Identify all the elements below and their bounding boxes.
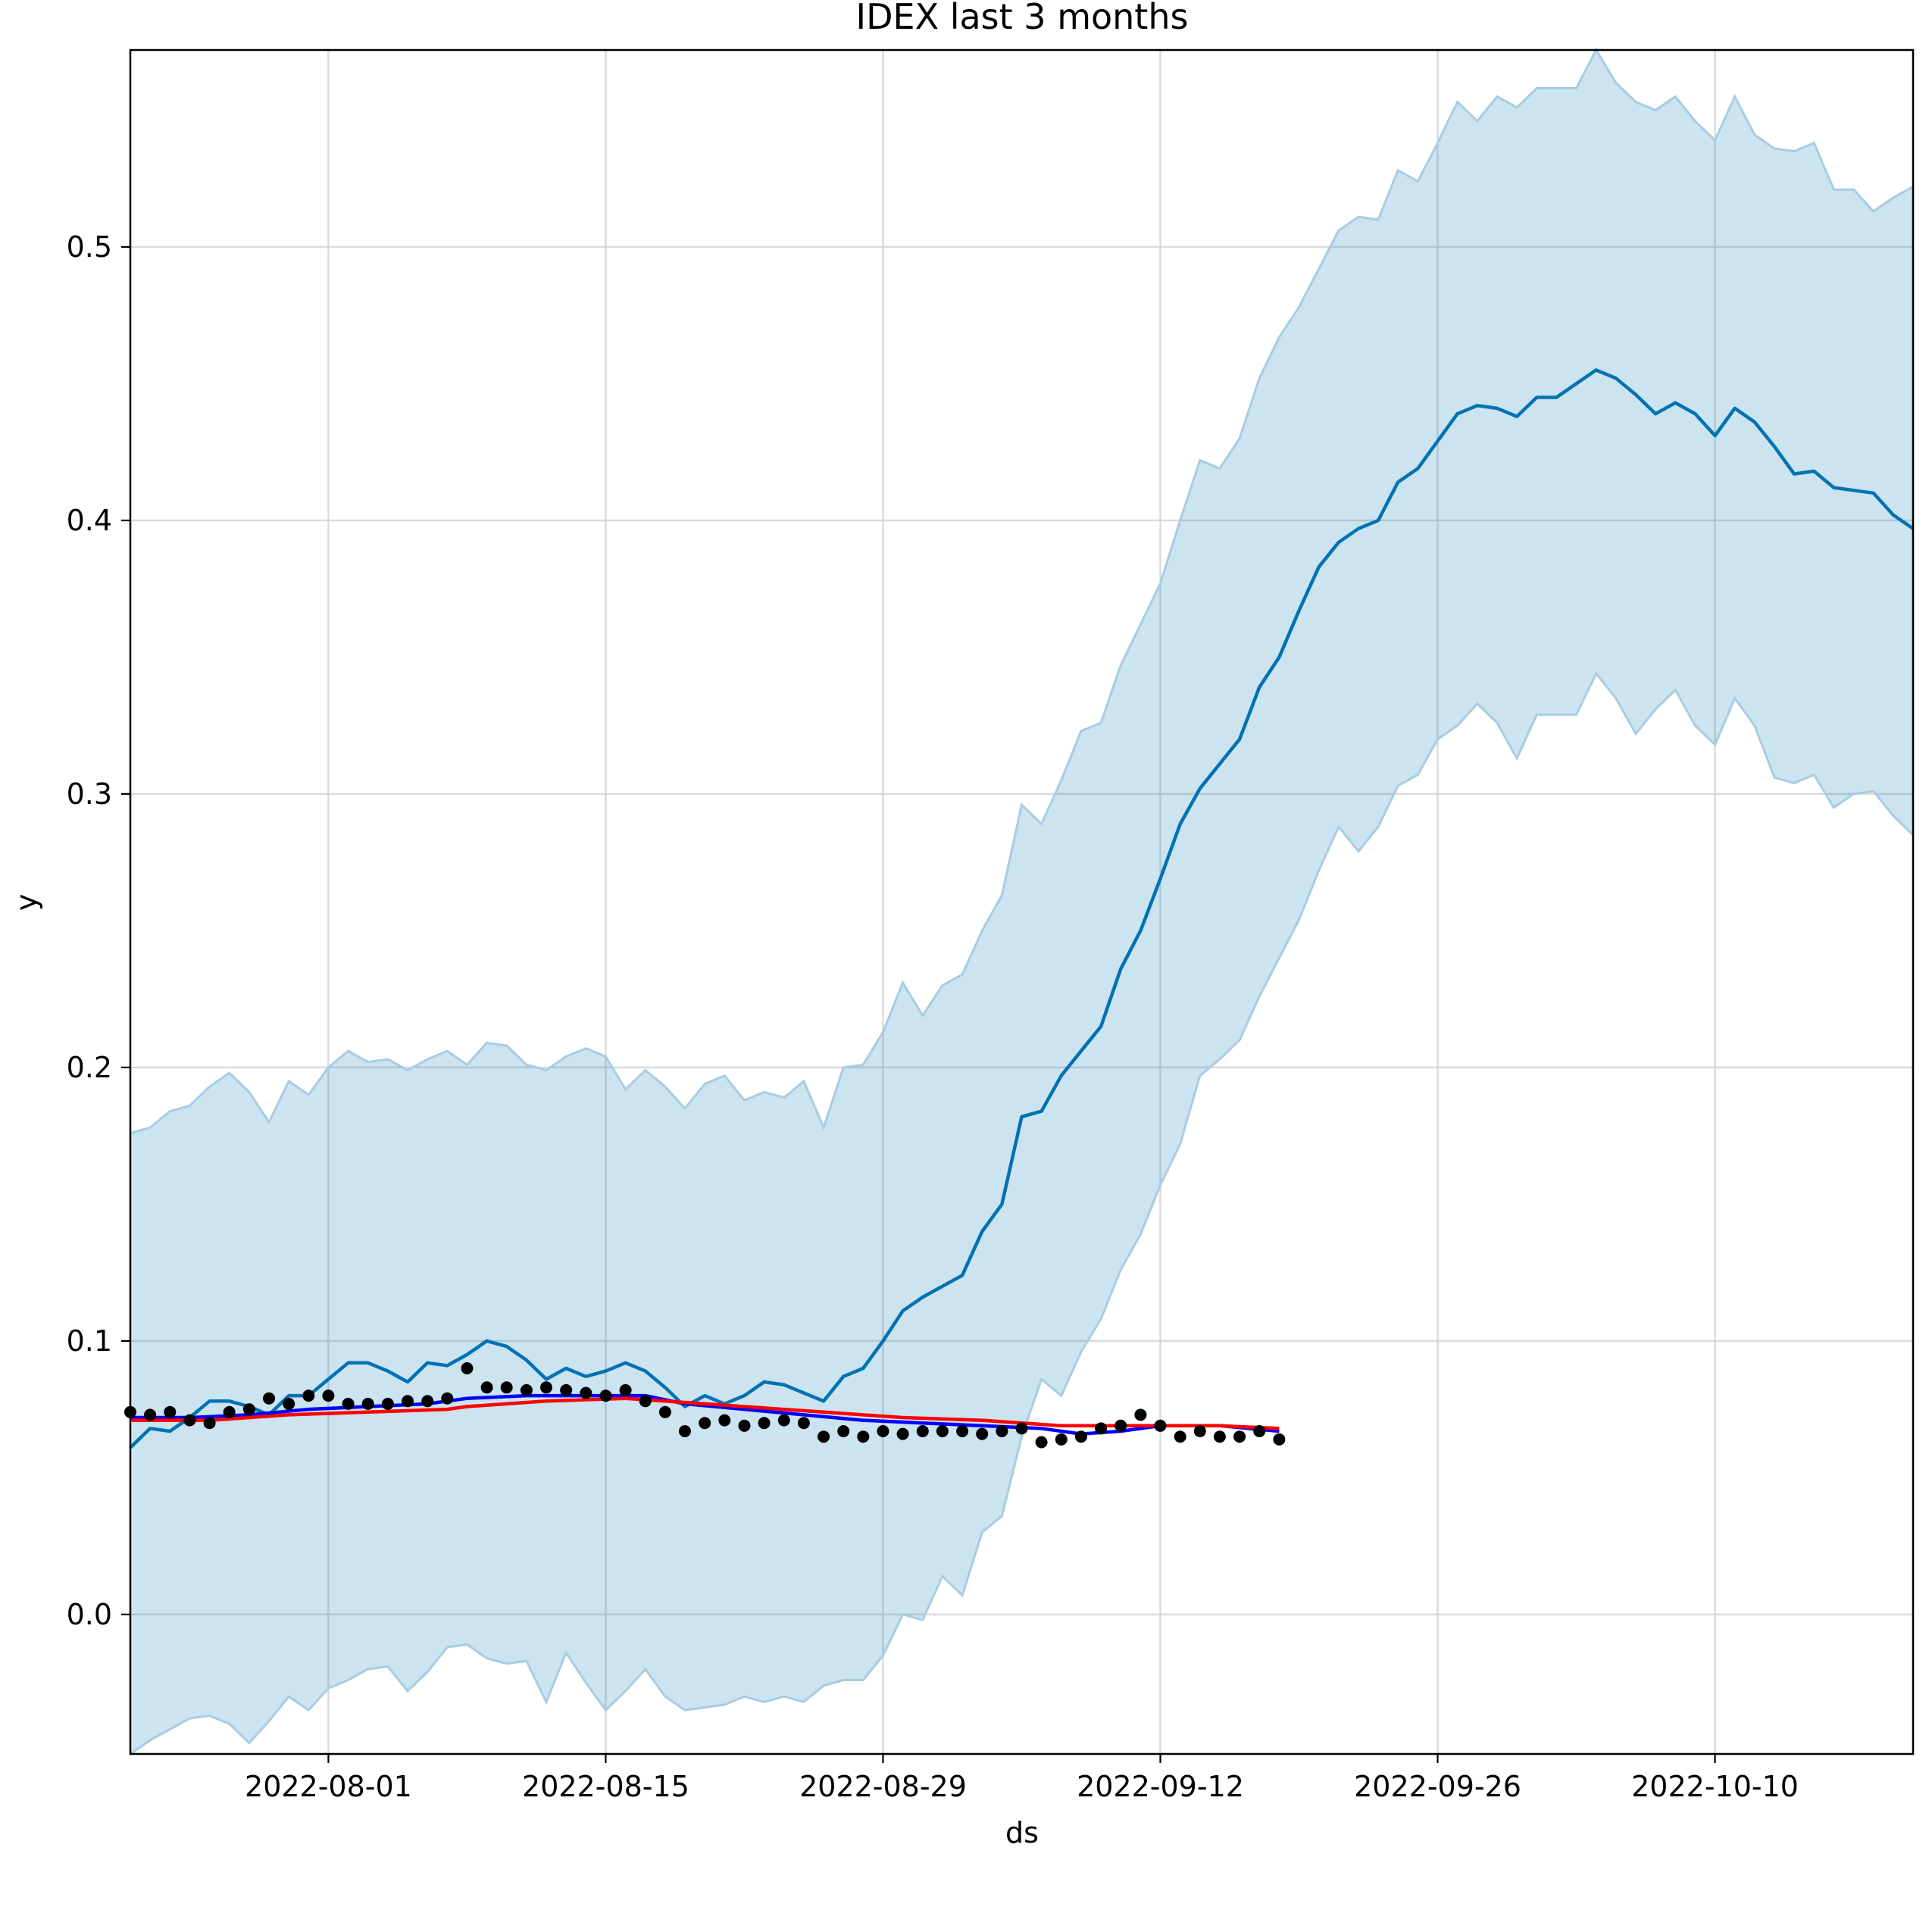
observed-point — [500, 1381, 513, 1394]
observed-point — [302, 1390, 315, 1402]
observed-point — [797, 1417, 810, 1430]
observed-point — [242, 1403, 255, 1416]
observed-point — [322, 1390, 335, 1402]
observed-point — [619, 1383, 632, 1396]
observed-point — [718, 1414, 731, 1427]
uncertainty-band — [130, 47, 1915, 1755]
observed-point — [679, 1425, 691, 1437]
x-tick-label: 2022-09-26 — [1354, 1770, 1521, 1803]
observed-point — [976, 1427, 989, 1440]
observed-point — [361, 1397, 374, 1410]
plot-area-frame — [129, 48, 1915, 1755]
observed-point — [421, 1395, 434, 1408]
observed-point — [857, 1430, 870, 1443]
observed-point — [599, 1390, 612, 1402]
observed-point — [520, 1383, 533, 1396]
y-tick-label: 0.5 — [67, 230, 112, 264]
x-tick-label: 2022-08-29 — [799, 1770, 967, 1803]
observed-point — [699, 1417, 711, 1430]
observed-point — [1015, 1422, 1028, 1435]
observed-point — [480, 1381, 493, 1394]
y-axis-ticks: 0.0 0.1 0.2 0.3 0.4 0.5 — [67, 230, 130, 1631]
observed-point — [1233, 1430, 1246, 1443]
y-axis-label: y — [10, 894, 43, 911]
observed-point — [164, 1405, 177, 1418]
observed-point — [560, 1383, 573, 1396]
observed-point — [658, 1405, 671, 1418]
uncertainty-upper-edge — [130, 47, 1914, 1134]
observed-point — [540, 1381, 552, 1394]
x-axis-label: ds — [1005, 1816, 1039, 1849]
observed-point — [837, 1425, 850, 1437]
uncertainty-lower-edge — [130, 671, 1915, 1755]
x-axis-ticks: 2022-08-01 2022-08-15 2022-08-29 2022-09-12… — [245, 1754, 1799, 1803]
observed-point — [263, 1392, 275, 1405]
observed-point — [1193, 1425, 1206, 1437]
observed-point — [639, 1395, 652, 1408]
observed-point — [402, 1395, 414, 1408]
observed-point — [936, 1425, 949, 1437]
observed-point — [381, 1397, 394, 1410]
observed-point — [996, 1425, 1008, 1437]
y-tick-label: 0.1 — [67, 1324, 112, 1358]
x-tick-label: 2022-10-10 — [1631, 1770, 1799, 1803]
observed-point — [1154, 1419, 1167, 1432]
x-tick-label: 2022-09-12 — [1077, 1770, 1244, 1803]
observed-point — [342, 1397, 355, 1410]
observed-point — [183, 1414, 196, 1427]
y-tick-label: 0.2 — [67, 1051, 112, 1084]
observed-point — [1273, 1433, 1286, 1446]
observed-point — [461, 1362, 474, 1374]
observed-point — [1114, 1419, 1127, 1432]
observed-point — [1074, 1430, 1087, 1443]
observed-point — [441, 1392, 454, 1405]
observed-point — [1213, 1430, 1226, 1443]
observed-point — [580, 1386, 592, 1399]
observed-point — [223, 1405, 236, 1418]
x-tick-label: 2022-08-01 — [245, 1770, 412, 1803]
x-tick-label: 2022-08-15 — [522, 1770, 689, 1803]
gridlines — [130, 50, 1913, 1754]
observed-point — [1035, 1436, 1048, 1449]
observed-point — [758, 1417, 771, 1430]
observed-point — [283, 1397, 295, 1410]
y-tick-label: 0.4 — [67, 504, 112, 537]
observed-point — [144, 1408, 157, 1421]
forecast-line — [129, 368, 1915, 1449]
observed-point — [738, 1419, 751, 1432]
y-tick-label: 0.0 — [67, 1598, 112, 1631]
observed-point — [1095, 1422, 1108, 1435]
observed-point — [896, 1427, 909, 1440]
observed-point — [1134, 1408, 1147, 1421]
observed-point — [203, 1417, 216, 1430]
observed-point — [818, 1430, 830, 1443]
observed-point — [877, 1425, 889, 1437]
y-tick-label: 0.3 — [67, 777, 112, 811]
red-trend-line — [130, 1396, 1280, 1430]
observed-point — [1055, 1433, 1068, 1446]
uncertainty-band-area — [130, 50, 1913, 1754]
observed-point — [916, 1425, 929, 1437]
observed-point — [1253, 1425, 1266, 1437]
observed-point — [956, 1425, 969, 1437]
chart-title: IDEX last 3 months — [856, 0, 1189, 37]
observed-point — [1174, 1430, 1186, 1443]
observed-points — [124, 1362, 1286, 1449]
observed-point — [777, 1414, 790, 1427]
